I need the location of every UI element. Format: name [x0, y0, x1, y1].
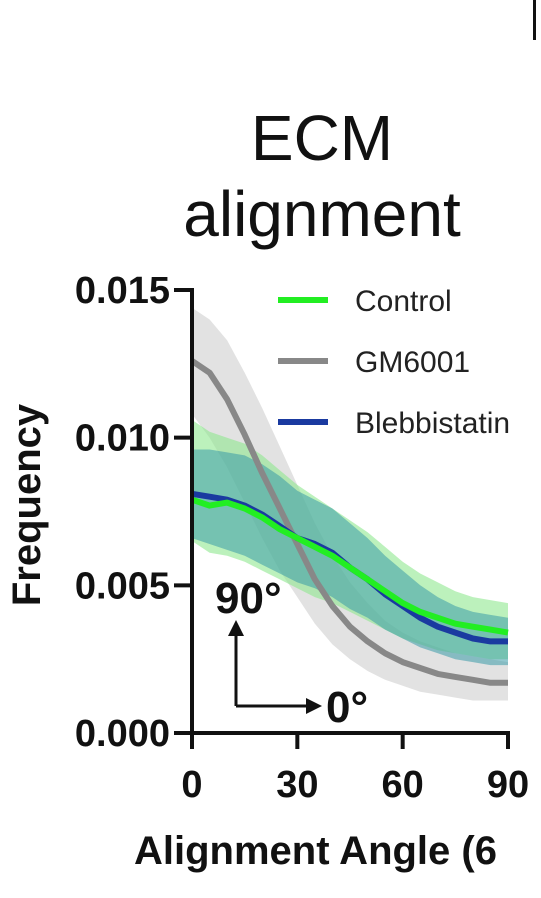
x-tick-label: 60	[382, 764, 424, 806]
figure-edge-mark	[533, 0, 536, 40]
x-tick-label: 0	[181, 764, 202, 806]
x-tick-label: 90	[487, 764, 529, 806]
legend: Control GM6001 Blebbistatin	[278, 285, 510, 440]
annotation-right-arrowhead-icon	[306, 698, 322, 714]
y-tick-label: 0.010	[75, 418, 170, 460]
series-lines	[190, 358, 509, 686]
orientation-annotation: 90° 0°	[215, 574, 368, 732]
y-axis-label: Frequency	[5, 403, 49, 606]
chart-title-line-2: alignment	[183, 178, 461, 250]
x-axis-label: Alignment Angle (6	[134, 829, 497, 873]
series-line-gm6001	[190, 358, 508, 686]
annotation-up-arrowhead-icon	[228, 620, 244, 636]
band-blebbistatin	[192, 449, 508, 666]
y-tick-label: 0.015	[75, 270, 170, 312]
legend-label-control: Control	[355, 285, 452, 318]
y-tick-label: 0.000	[75, 713, 170, 755]
x-tick-label: 30	[276, 764, 318, 806]
confidence-bands	[192, 307, 508, 701]
annotation-0-degree: 0°	[326, 683, 368, 732]
y-tick-label: 0.005	[75, 565, 170, 607]
chart-title-line-1: ECM	[251, 102, 393, 174]
legend-label-blebbistatin: Blebbistatin	[355, 407, 510, 440]
chart-title: ECM alignment	[183, 102, 461, 250]
legend-label-gm6001: GM6001	[355, 346, 470, 379]
x-ticks: 0 30 60 90	[181, 733, 529, 806]
axes	[190, 288, 510, 735]
annotation-90-degree: 90°	[215, 574, 282, 623]
series-line-control	[191, 496, 509, 636]
y-ticks: 0.000 0.005 0.010 0.015	[75, 270, 192, 755]
